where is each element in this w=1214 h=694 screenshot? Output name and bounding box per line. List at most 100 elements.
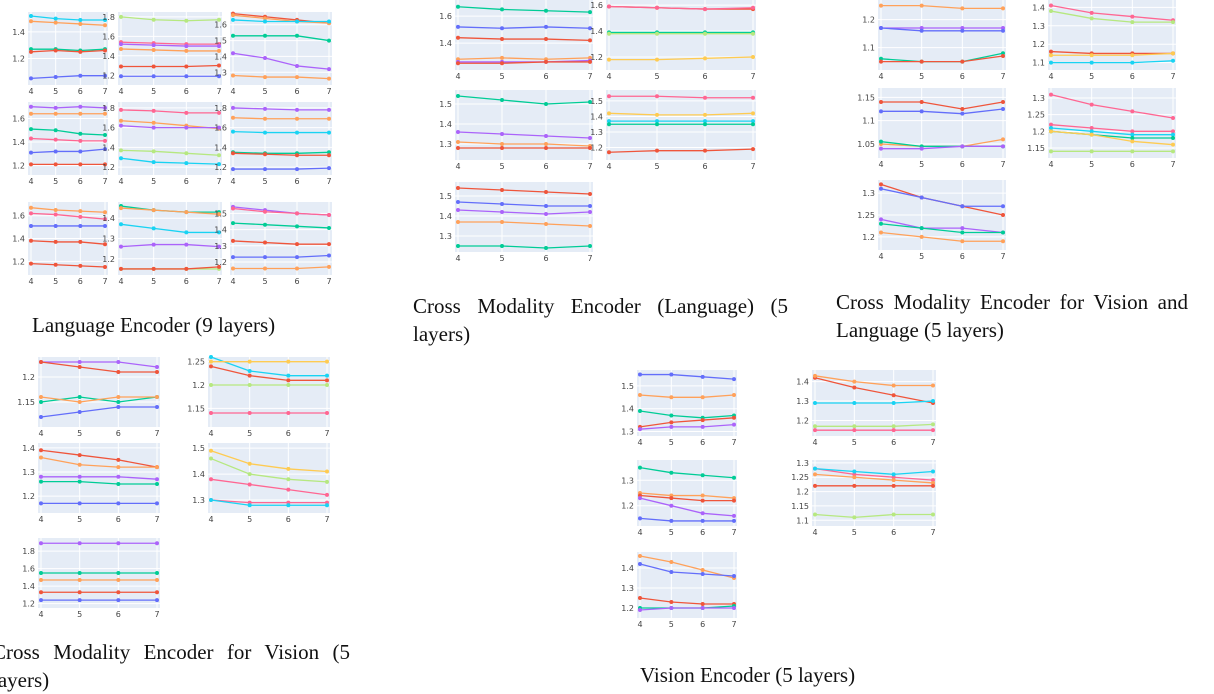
x-tick-label: 5 bbox=[77, 515, 82, 524]
x-tick-label: 7 bbox=[216, 87, 221, 96]
y-tick-label: 1.6 bbox=[214, 124, 227, 133]
data-point bbox=[327, 153, 331, 158]
series-line-2 bbox=[232, 14, 330, 24]
series-line-4 bbox=[41, 480, 157, 485]
data-point bbox=[231, 266, 235, 271]
y-tick-label: 1.6 bbox=[439, 12, 452, 21]
series-line-1 bbox=[1050, 4, 1174, 21]
x-tick-label: 7 bbox=[731, 528, 736, 537]
series-line-1 bbox=[639, 555, 735, 579]
data-point bbox=[960, 204, 965, 209]
x-tick-label: 6 bbox=[78, 177, 83, 186]
data-point bbox=[327, 19, 331, 24]
data-point bbox=[607, 4, 611, 9]
series-line-5 bbox=[40, 406, 157, 418]
data-point bbox=[607, 31, 611, 36]
series-line-2 bbox=[232, 207, 330, 216]
data-point bbox=[732, 498, 736, 503]
data-point bbox=[119, 156, 123, 161]
series-line-4 bbox=[30, 240, 106, 245]
data-point bbox=[78, 223, 83, 228]
x-tick-label: 4 bbox=[878, 160, 883, 169]
x-tick-label: 6 bbox=[960, 72, 965, 81]
data-point bbox=[217, 230, 221, 235]
data-point bbox=[327, 212, 331, 217]
y-tick-label: 1.5 bbox=[439, 100, 452, 109]
data-point bbox=[29, 136, 33, 141]
data-point bbox=[103, 23, 107, 28]
y-tick-label: 1.2 bbox=[796, 416, 809, 425]
x-tick-label: 6 bbox=[1130, 160, 1135, 169]
y-tick-label: 1.8 bbox=[22, 547, 35, 556]
plot-area bbox=[208, 357, 330, 427]
data-point bbox=[217, 48, 221, 53]
data-point bbox=[813, 373, 817, 378]
subplot-language-7: 4 5 6 7 1.2 1.4 1.6 bbox=[12, 202, 108, 286]
data-point bbox=[151, 17, 156, 22]
data-point bbox=[155, 405, 159, 409]
data-point bbox=[263, 240, 267, 245]
data-point bbox=[151, 208, 156, 213]
plot-area bbox=[606, 90, 756, 160]
y-tick-label: 1.2 bbox=[22, 600, 35, 609]
data-point bbox=[879, 230, 883, 235]
data-point bbox=[29, 150, 33, 155]
data-point bbox=[607, 150, 611, 155]
data-point bbox=[500, 142, 504, 146]
data-point bbox=[217, 17, 221, 22]
y-tick-label: 1.4 bbox=[102, 143, 115, 152]
x-tick-label: 4 bbox=[812, 438, 817, 447]
x-tick-label: 7 bbox=[587, 162, 592, 171]
data-point bbox=[1049, 53, 1053, 58]
data-point bbox=[286, 411, 291, 415]
data-point bbox=[588, 38, 592, 43]
data-point bbox=[77, 400, 82, 404]
data-point bbox=[263, 266, 267, 271]
x-tick-label: 4 bbox=[1048, 160, 1053, 169]
x-tick-label: 5 bbox=[53, 177, 58, 186]
series-line-1 bbox=[881, 101, 1004, 110]
data-point bbox=[456, 146, 460, 150]
data-point bbox=[29, 205, 33, 210]
data-point bbox=[703, 7, 707, 12]
series-line-3 bbox=[880, 218, 1004, 234]
x-tick-label: 7 bbox=[326, 177, 331, 186]
data-point bbox=[607, 57, 611, 62]
data-point bbox=[1171, 129, 1175, 134]
data-point bbox=[116, 590, 121, 595]
series-line-1 bbox=[1050, 94, 1174, 119]
data-point bbox=[184, 64, 189, 69]
data-point bbox=[544, 8, 548, 13]
data-point bbox=[732, 475, 736, 480]
data-point bbox=[931, 399, 935, 404]
series-line-3 bbox=[30, 128, 106, 136]
data-point bbox=[77, 410, 82, 414]
x-tick-label: 4 bbox=[878, 72, 883, 81]
x-tick-label: 4 bbox=[230, 177, 235, 186]
data-point bbox=[700, 602, 705, 606]
series-line-3 bbox=[210, 478, 328, 496]
data-point bbox=[39, 400, 43, 404]
data-point bbox=[327, 166, 331, 171]
data-point bbox=[327, 67, 331, 72]
data-point bbox=[931, 469, 935, 474]
x-tick-label: 7 bbox=[326, 87, 331, 96]
series-line-3 bbox=[457, 37, 591, 42]
data-point bbox=[1171, 20, 1175, 25]
data-point bbox=[53, 212, 58, 217]
subplot-cross_vision-24: 4 5 6 7 1.2 1.4 1.6 1.8 bbox=[22, 538, 160, 619]
series-line-4 bbox=[815, 423, 934, 427]
y-tick-label: 1.2 bbox=[214, 163, 227, 172]
series-line-4 bbox=[120, 48, 219, 52]
data-point bbox=[588, 146, 592, 150]
y-tick-label: 1.2 bbox=[22, 373, 35, 382]
y-tick-label: 1.2 bbox=[1032, 127, 1045, 136]
y-tick-label: 1.2 bbox=[1032, 40, 1045, 49]
data-point bbox=[77, 501, 82, 506]
x-tick-label: 6 bbox=[700, 528, 705, 537]
y-tick-label: 1.3 bbox=[1032, 22, 1045, 31]
data-point bbox=[78, 104, 83, 109]
data-point bbox=[327, 107, 331, 112]
subplot-cross_vision_language-16: 4 5 6 7 1.1 1.2 1.3 1.4 bbox=[1032, 0, 1176, 81]
series-line-3 bbox=[232, 19, 329, 23]
